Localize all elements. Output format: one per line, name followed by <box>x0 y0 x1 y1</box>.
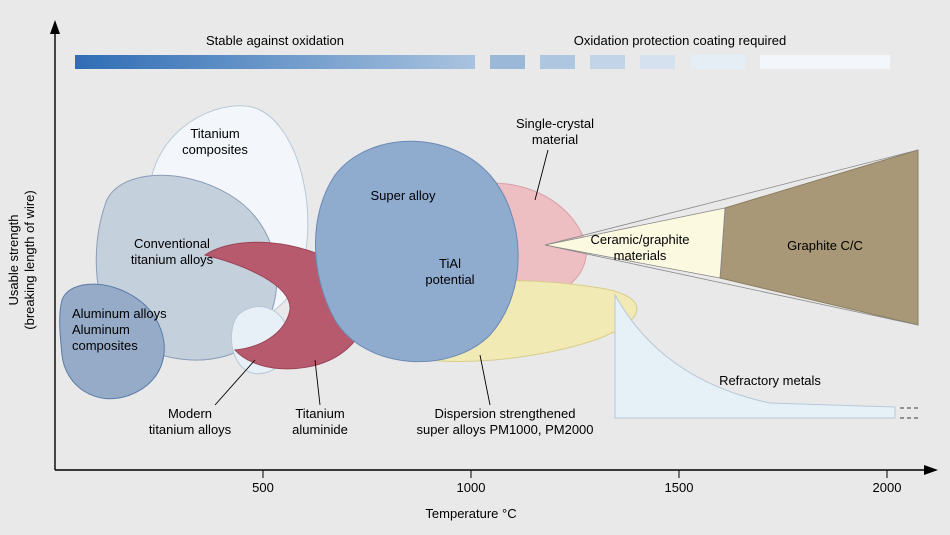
label-alum-1: Aluminum alloys <box>72 306 167 321</box>
label-single-crystal-1: Single-crystal <box>516 116 594 131</box>
xtick-500: 500 <box>252 480 274 495</box>
xtick-1000: 1000 <box>457 480 486 495</box>
label-dispersion-2: super alloys PM1000, PM2000 <box>416 422 593 437</box>
label-graphite-cc: Graphite C/C <box>787 238 863 253</box>
label-ti-composites-2: composites <box>182 142 248 157</box>
region-refractory <box>615 295 895 418</box>
label-alum-3: composites <box>72 338 138 353</box>
label-alum-2: Aluminum <box>72 322 130 337</box>
xtick-2000: 2000 <box>873 480 902 495</box>
legend-bar: Stable against oxidation Oxidation prote… <box>75 33 890 69</box>
x-ticks: 500 1000 1500 2000 <box>252 470 901 495</box>
label-tial-2: potential <box>425 272 474 287</box>
label-conv-ti-2: titanium alloys <box>131 252 214 267</box>
label-modern-ti-1: Modern <box>168 406 212 421</box>
label-ti-composites-1: Titanium <box>190 126 239 141</box>
label-ceramic-1: Ceramic/graphite <box>591 232 690 247</box>
y-axis-label-2: (breaking length of wire) <box>22 190 37 329</box>
label-dispersion-1: Dispersion strengthened <box>435 406 576 421</box>
x-axis-label: Temperature °C <box>425 506 516 521</box>
y-axis-label-1: Usable strength <box>6 214 21 305</box>
label-refractory: Refractory metals <box>719 373 821 388</box>
legend-coating-label: Oxidation protection coating required <box>574 33 786 48</box>
label-modern-ti-2: titanium alloys <box>149 422 232 437</box>
label-single-crystal-2: material <box>532 132 578 147</box>
label-conv-ti-1: Conventional <box>134 236 210 251</box>
label-ceramic-2: materials <box>614 248 667 263</box>
label-ti-aluminide-1: Titanium <box>295 406 344 421</box>
label-tial-1: TiAl <box>439 256 461 271</box>
xtick-1500: 1500 <box>665 480 694 495</box>
region-super-alloy <box>315 141 518 361</box>
label-ti-aluminide-2: aluminide <box>292 422 348 437</box>
legend-stable-label: Stable against oxidation <box>206 33 344 48</box>
label-super-alloy: Super alloy <box>370 188 436 203</box>
materials-temperature-chart: Stable against oxidation Oxidation prote… <box>0 0 950 535</box>
